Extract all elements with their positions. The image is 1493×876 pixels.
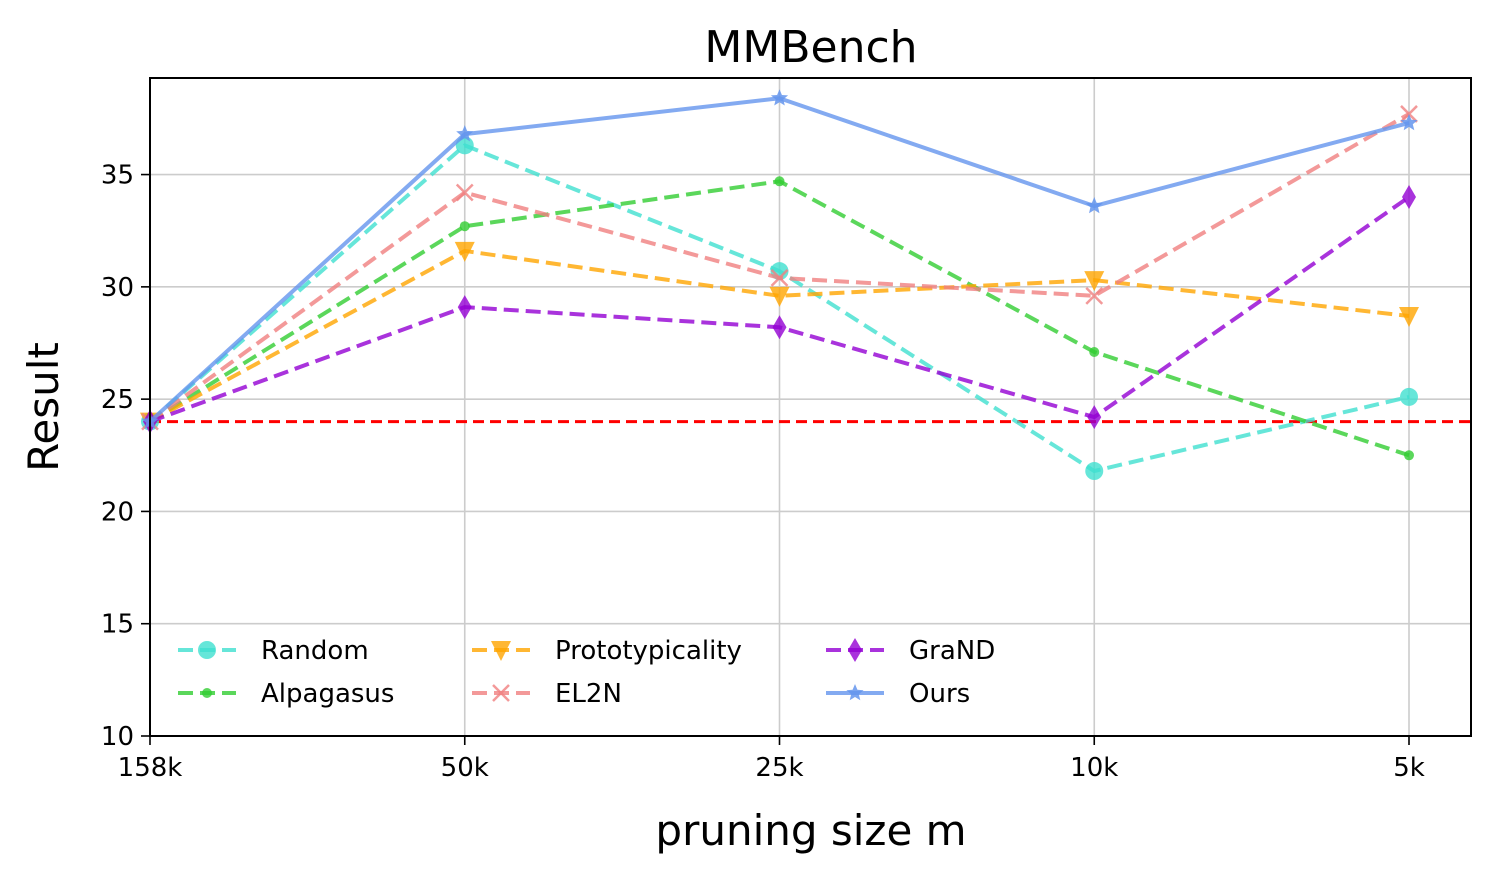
data-point-alpagasus [459, 221, 470, 232]
plot-frame [149, 77, 1472, 737]
legend-label-alpagasus: Alpagasus [261, 679, 394, 709]
legend-label-el2n: EL2N [555, 679, 622, 709]
data-point-random [1400, 387, 1418, 406]
data-point-ours [1085, 197, 1103, 214]
data-point-grand [1402, 185, 1416, 210]
data-point-grand [772, 315, 787, 340]
data-point-ours [456, 125, 474, 142]
legend-label-prototypicality: Prototypicality [555, 636, 742, 666]
legend-marker-alpagasus [202, 688, 212, 698]
data-point-el2n [770, 268, 789, 287]
x-tick-label: 158k [118, 753, 183, 783]
legend-item-alpagasus: Alpagasus [178, 679, 394, 709]
legend-label-grand: GraND [909, 636, 995, 666]
x-tick-label: 25k [755, 753, 803, 783]
x-tick-label: 50k [441, 753, 489, 783]
legend-label-ours: Ours [909, 679, 970, 709]
legend-label-random: Random [261, 636, 369, 666]
y-axis-label: Result [19, 342, 68, 472]
data-point-grand [1087, 405, 1102, 430]
x-axis-ticks: 158k 50k 25k 10k 5k [118, 736, 1425, 783]
legend-item-random: Random [178, 636, 369, 666]
legend-marker-el2n [492, 684, 510, 702]
data-point-prototypicality [1084, 271, 1105, 292]
data-point-prototypicality [1399, 307, 1419, 328]
data-point-alpagasus [1089, 346, 1100, 357]
data-point-alpagasus [774, 176, 785, 187]
legend-marker-random [198, 641, 216, 659]
y-tick-label: 25 [101, 385, 134, 415]
y-tick-label: 15 [101, 610, 134, 640]
data-point-ours [1400, 113, 1418, 131]
y-axis-ticks: 10 15 20 25 30 35 [101, 161, 150, 752]
x-tick-label: 10k [1070, 753, 1118, 783]
y-tick-label: 35 [101, 161, 134, 191]
data-point-alpagasus [1404, 450, 1414, 461]
y-tick-label: 30 [101, 273, 134, 303]
data-point-grand [457, 295, 472, 320]
legend-item-ours: Ours [826, 679, 970, 709]
chart-title: MMBench [704, 22, 917, 73]
y-tick-label: 10 [101, 722, 134, 752]
legend-item-prototypicality: Prototypicality [472, 636, 742, 666]
legend-marker-grand [848, 638, 862, 662]
data-point-prototypicality [454, 241, 475, 262]
legend: Random Alpagasus Prototypicality EL2N GraND O… [178, 636, 995, 709]
legend-marker-ours [846, 684, 864, 701]
x-axis-label: pruning size m [655, 806, 966, 855]
data-point-el2n [455, 183, 474, 202]
legend-item-el2n: EL2N [472, 679, 622, 709]
data-point-random [1085, 462, 1104, 481]
data-point-prototypicality [769, 286, 790, 307]
legend-marker-prototypicality [491, 641, 511, 661]
series-grand [143, 185, 1416, 434]
data-point-ours [770, 89, 789, 106]
data-point-el2n [1085, 286, 1104, 305]
legend-item-grand: GraND [826, 636, 995, 666]
x-tick-label: 5k [1393, 753, 1425, 783]
y-tick-label: 20 [101, 497, 134, 527]
